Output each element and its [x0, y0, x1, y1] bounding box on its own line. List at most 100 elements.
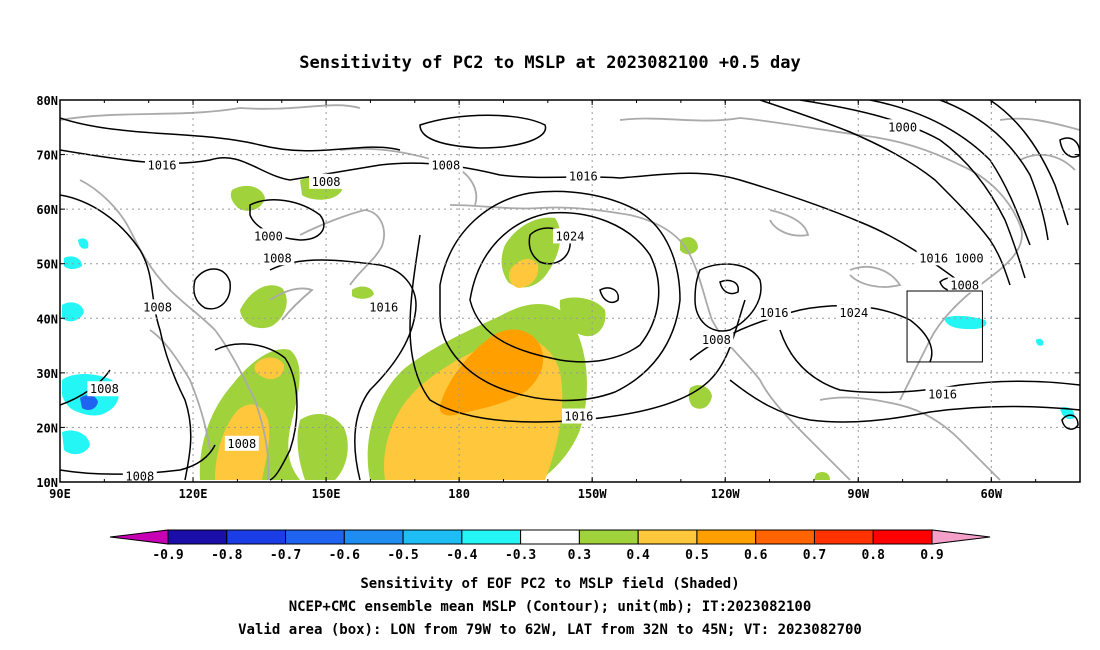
shade-cyan — [62, 302, 84, 322]
map-frame — [59, 99, 1081, 483]
contour-label: 1008 — [702, 333, 731, 347]
contour-label-bg — [925, 386, 960, 402]
valid-area-box — [906, 290, 983, 363]
contour-label-bg — [952, 250, 987, 266]
isobar — [719, 279, 739, 295]
contour-label: 1008 — [90, 382, 119, 396]
contour-label-bg — [251, 228, 286, 244]
colorbar-swatch — [813, 529, 874, 545]
contour-label: 1016 — [928, 388, 957, 402]
colorbar-label: 0.8 — [861, 548, 885, 563]
colorbar-swatch — [520, 529, 580, 545]
shade-cyan — [62, 430, 90, 455]
colorbar-label: -0.7 — [270, 548, 301, 563]
contour-label-bg — [122, 468, 157, 482]
isobar — [989, 100, 1069, 226]
isobar — [269, 259, 417, 481]
colorbar-label: 0.5 — [685, 548, 708, 563]
contour-label-bg — [916, 250, 951, 266]
colorbar-swatch — [872, 529, 933, 545]
longitude-labels: 90E 120E 150E 180 150W 120W 90W 60W — [49, 487, 1003, 501]
lat-tick-label: 10N — [36, 476, 58, 490]
isobar — [214, 343, 298, 481]
colorbar-swatch — [402, 529, 463, 545]
contour-label-bg — [309, 173, 344, 189]
colorbar-swatch — [461, 529, 522, 545]
lon-tick-label: 60W — [980, 487, 1002, 501]
colorbar-swatch — [167, 529, 228, 545]
colorbar-swatch — [755, 529, 815, 545]
contour-label-bg — [836, 304, 871, 320]
lat-tick-label: 20N — [36, 421, 58, 435]
colorbar-high-triangle — [931, 529, 991, 545]
contour-label: 1008 — [125, 470, 154, 484]
contour-label-bg — [260, 250, 295, 266]
isobar — [599, 287, 619, 303]
isobar — [528, 227, 571, 265]
contour-label: 1008 — [312, 175, 341, 189]
figure-title: Sensitivity of PC2 to MSLP at 2023082100… — [299, 53, 801, 73]
contour-label: 1000 — [254, 229, 283, 243]
isobar — [60, 194, 192, 481]
isobar — [729, 379, 1080, 423]
isobar — [779, 329, 1080, 394]
shade-yellow — [254, 357, 285, 380]
shade-green — [680, 237, 698, 255]
contour-label: 1016 — [760, 306, 789, 320]
contour-label-bg — [699, 332, 734, 348]
colorbar-label: 0.3 — [568, 548, 591, 563]
contour-label-bg — [87, 381, 122, 397]
coastline — [769, 209, 810, 237]
lon-tick-label: 90E — [49, 487, 71, 501]
lat-tick-label: 80N — [36, 94, 58, 108]
shade-green — [297, 414, 348, 480]
colorbar-swatch — [343, 529, 404, 545]
shade-green — [559, 297, 606, 337]
colorbar-swatch — [578, 529, 639, 545]
contour-label-bg — [140, 299, 175, 315]
contour-label-bg — [561, 408, 596, 424]
colorbar-label: -0.3 — [505, 548, 536, 563]
lat-tick-label: 70N — [36, 149, 58, 163]
isobar — [694, 263, 762, 332]
shade-yellow — [508, 258, 539, 288]
contour-label: 1008 — [950, 279, 979, 293]
shade-green — [352, 286, 374, 299]
contour-label-bg — [224, 435, 259, 451]
shade-blue — [80, 394, 98, 410]
lat-tick-label: 60N — [36, 203, 58, 217]
caption-line-2: NCEP+CMC ensemble mean MSLP (Contour); u… — [289, 599, 812, 615]
colorbar: -0.9 -0.8 -0.7 -0.6 -0.5 -0.4 -0.3 0.3 0.4 0.5 0.6… — [109, 529, 991, 563]
coastline — [1019, 153, 1076, 171]
colorbar-label: 0.4 — [626, 548, 650, 563]
shade-cyan — [1036, 338, 1044, 346]
colorbar-label: 0.9 — [920, 548, 943, 563]
coastline — [849, 265, 902, 288]
contour-label-bg — [947, 277, 982, 293]
contour-label: 1008 — [431, 158, 460, 172]
colorbar-swatch — [637, 529, 698, 545]
isobar — [60, 117, 401, 152]
contour-label: 1016 — [569, 169, 598, 183]
isobar — [439, 190, 681, 402]
isobar — [193, 268, 231, 310]
colorbar-label: -0.9 — [152, 548, 183, 563]
isobar — [1061, 414, 1079, 430]
shade-green — [814, 472, 830, 480]
shade-cyan — [1060, 407, 1075, 420]
contour-label: 1008 — [227, 437, 256, 451]
shade-green — [230, 185, 265, 211]
shade-cyan — [944, 315, 987, 330]
colorbar-label: 0.6 — [744, 548, 768, 563]
contour-label-bg — [428, 157, 463, 173]
contour-label: 1016 — [564, 410, 593, 424]
shade-cyan — [78, 238, 89, 249]
caption-line-1: Sensitivity of EOF PC2 to MSLP field (Sh… — [360, 576, 739, 592]
contour-label-bg — [566, 168, 601, 184]
isobar — [60, 444, 216, 475]
coastline — [999, 117, 1080, 131]
lat-tick-label: 50N — [36, 258, 58, 272]
coastline — [269, 287, 314, 321]
